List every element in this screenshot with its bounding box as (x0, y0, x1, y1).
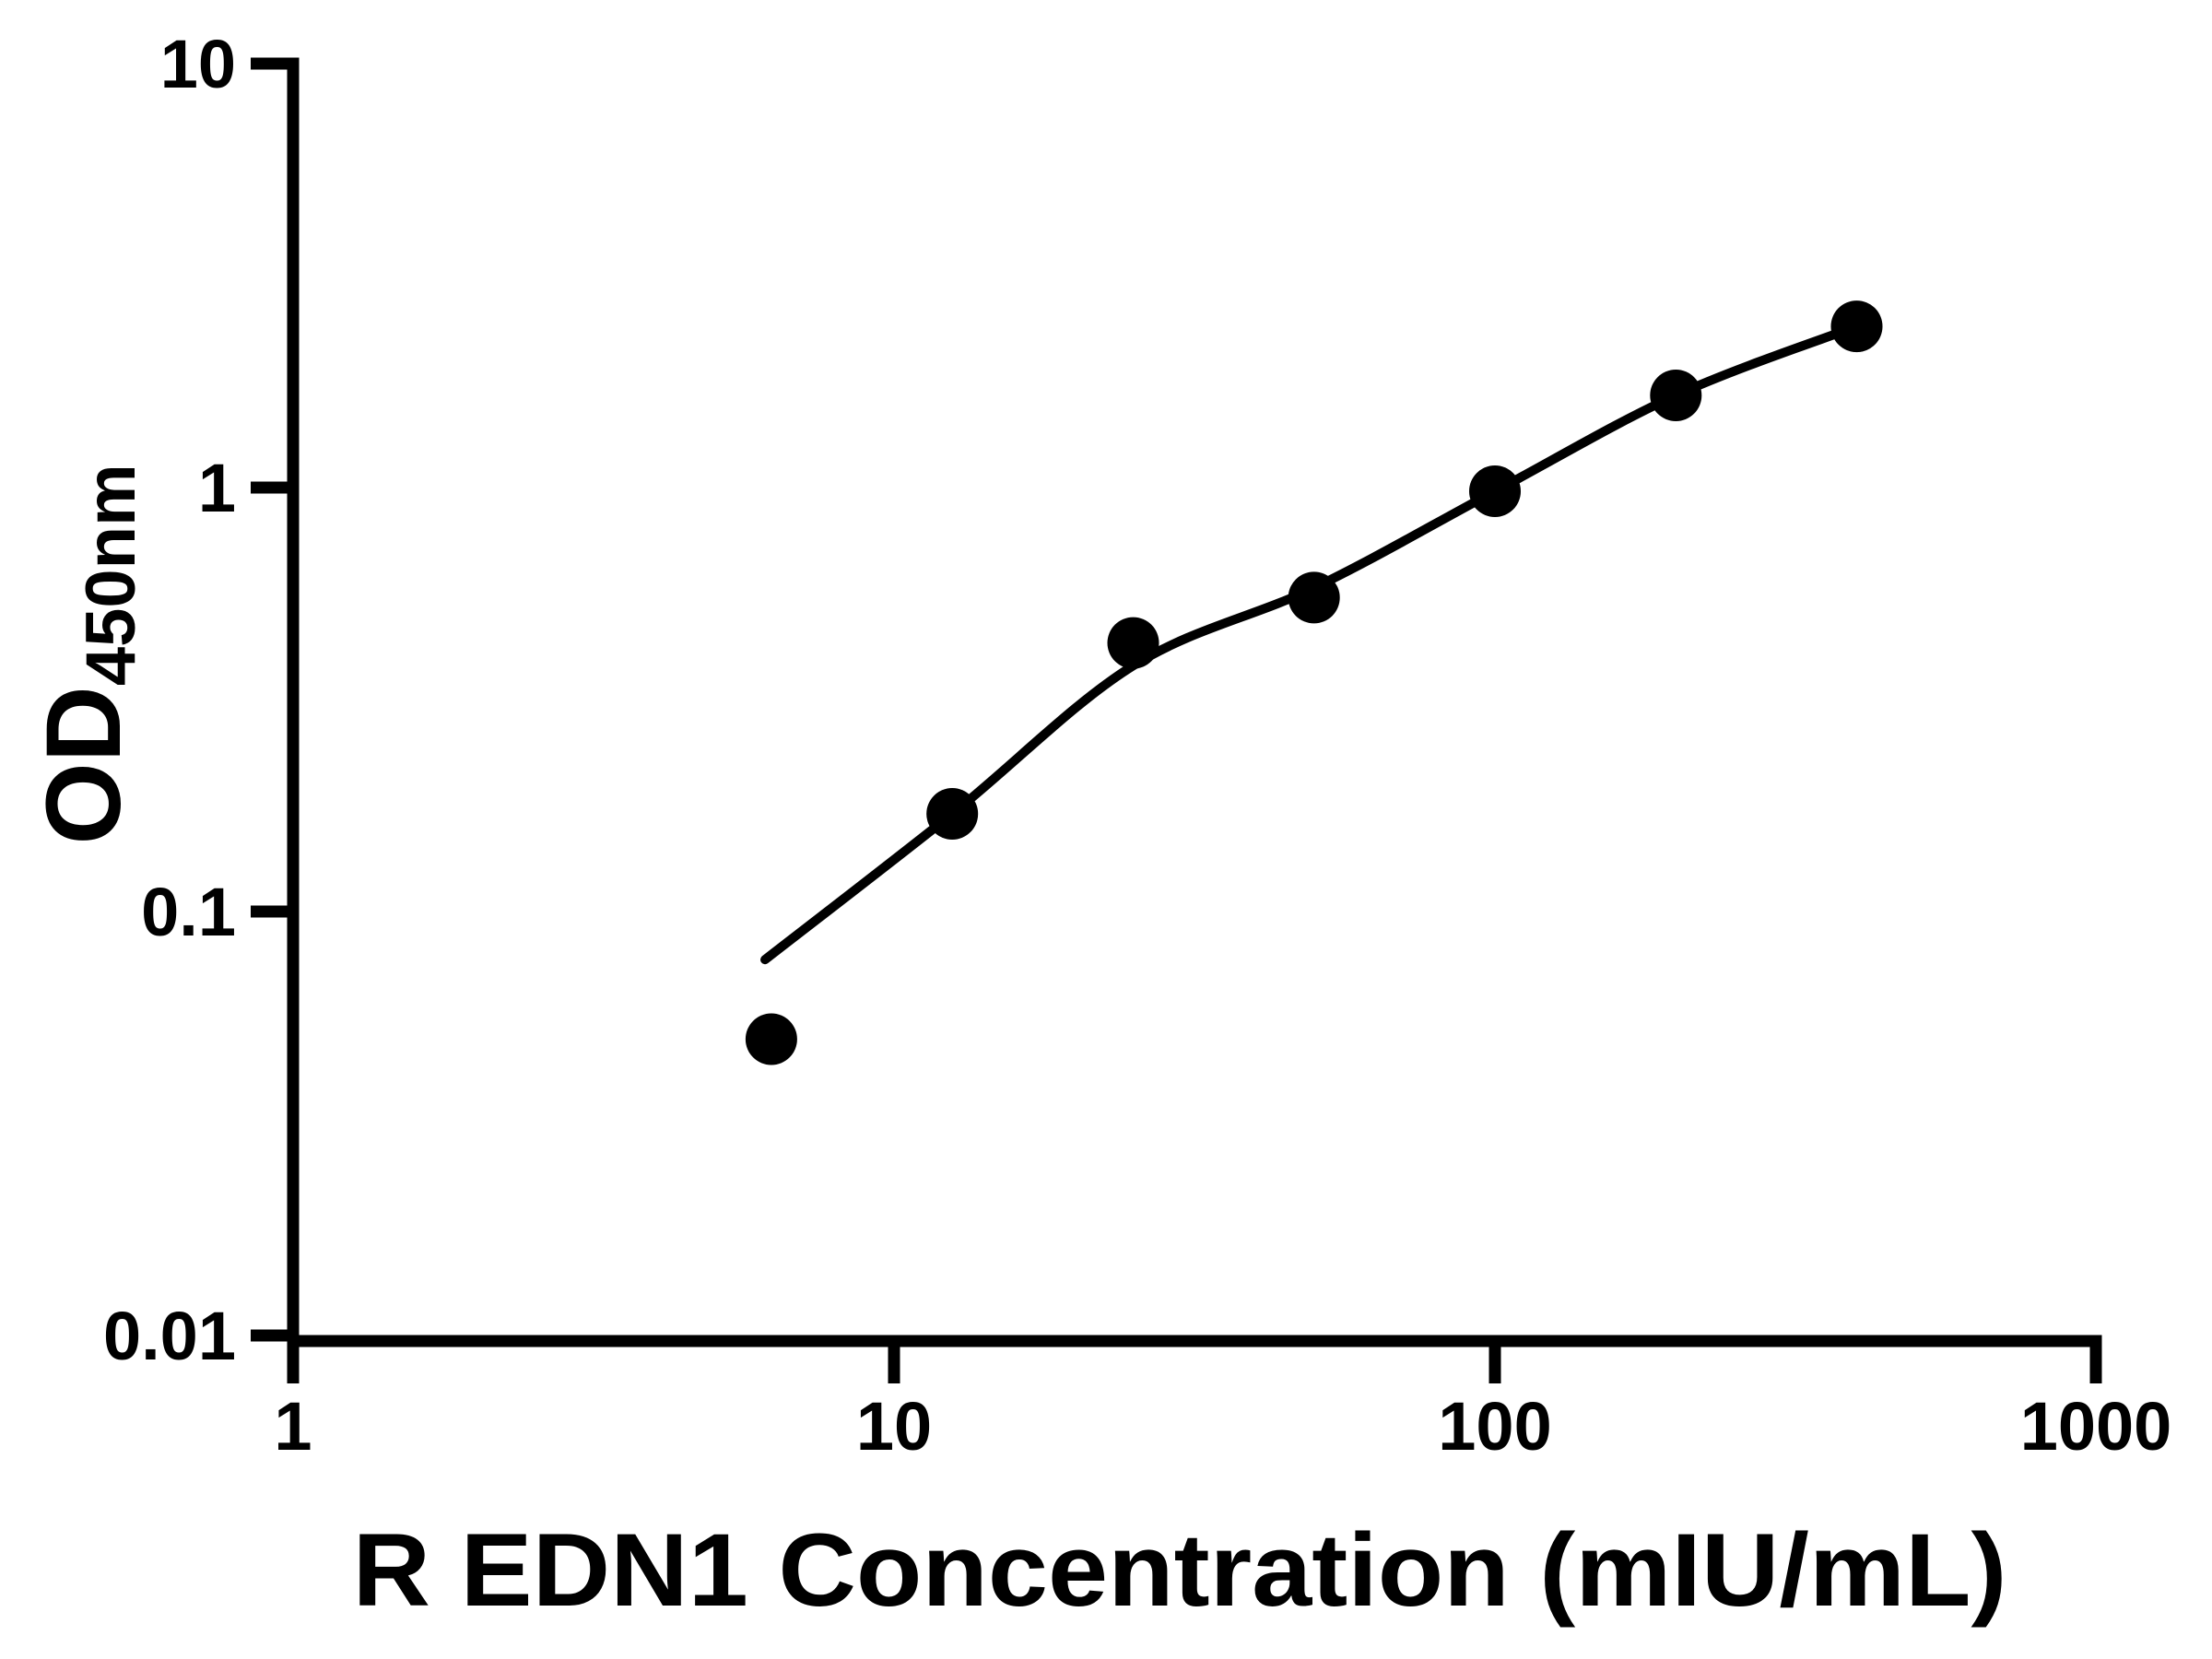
y-tick-label: 0.1 (141, 874, 236, 950)
x-tick-label: 1000 (2020, 1388, 2172, 1465)
x-tick-label: 100 (1438, 1388, 1551, 1465)
y-tick-label: 10 (160, 26, 236, 102)
data-point (1469, 465, 1521, 517)
x-axis-title: R EDN1 Concentration (mIU/mL) (353, 1512, 2007, 1628)
x-tick-label: 10 (856, 1388, 932, 1465)
data-point (1288, 571, 1340, 624)
y-tick-label: 1 (198, 450, 236, 526)
data-point (745, 1013, 797, 1065)
y-tick-label: 0.01 (103, 1298, 236, 1374)
x-tick-label: 1 (274, 1388, 312, 1465)
y-axis-title: OD450nm (25, 464, 150, 844)
fit-curve (760, 322, 1862, 965)
data-point (1650, 370, 1702, 421)
data-point (1830, 300, 1883, 353)
data-point (926, 788, 979, 840)
data-point (1107, 617, 1159, 669)
